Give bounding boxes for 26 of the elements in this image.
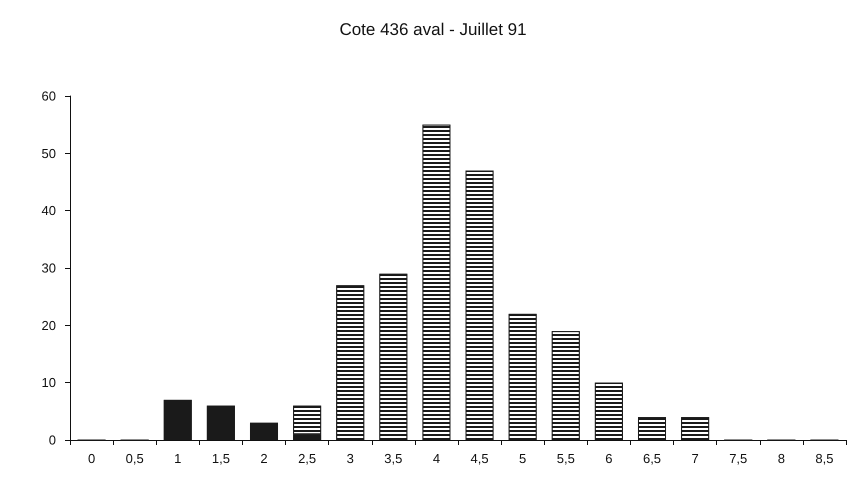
y-tick-label: 10 bbox=[42, 375, 56, 390]
x-tick-label: 7 bbox=[691, 451, 699, 466]
x-tick-label: 8 bbox=[778, 451, 785, 466]
y-tick-label: 40 bbox=[42, 203, 56, 218]
y-tick-label: 20 bbox=[42, 318, 56, 333]
x-tick-label: 7,5 bbox=[729, 451, 748, 466]
x-tick-label: 5,5 bbox=[556, 451, 575, 466]
x-tick-label: 1 bbox=[174, 451, 182, 466]
y-tick-label: 30 bbox=[42, 260, 56, 276]
x-tick-label: 6,5 bbox=[642, 451, 662, 466]
x-tick-label: 1,5 bbox=[212, 451, 230, 466]
x-tick-label: 4,5 bbox=[470, 451, 489, 466]
x-tick-label: 3,5 bbox=[384, 451, 402, 466]
x-tick-label: 8,5 bbox=[815, 451, 834, 466]
x-tick-label: 0 bbox=[88, 451, 96, 466]
y-tick-label: 50 bbox=[42, 146, 56, 161]
x-tick-label: 6 bbox=[605, 451, 613, 466]
x-tick-label: 5 bbox=[519, 451, 526, 466]
x-tick-label: 4 bbox=[432, 451, 440, 466]
x-tick-label: 2,5 bbox=[298, 451, 316, 466]
y-tick-label: 60 bbox=[42, 88, 56, 104]
y-tick-label: 0 bbox=[48, 432, 56, 448]
chart-title: Cote 436 aval - Juillet 91 bbox=[339, 20, 527, 39]
x-tick-label: 3 bbox=[346, 451, 354, 466]
x-tick-label: 0,5 bbox=[126, 451, 144, 466]
x-tick-label: 2 bbox=[260, 451, 268, 466]
